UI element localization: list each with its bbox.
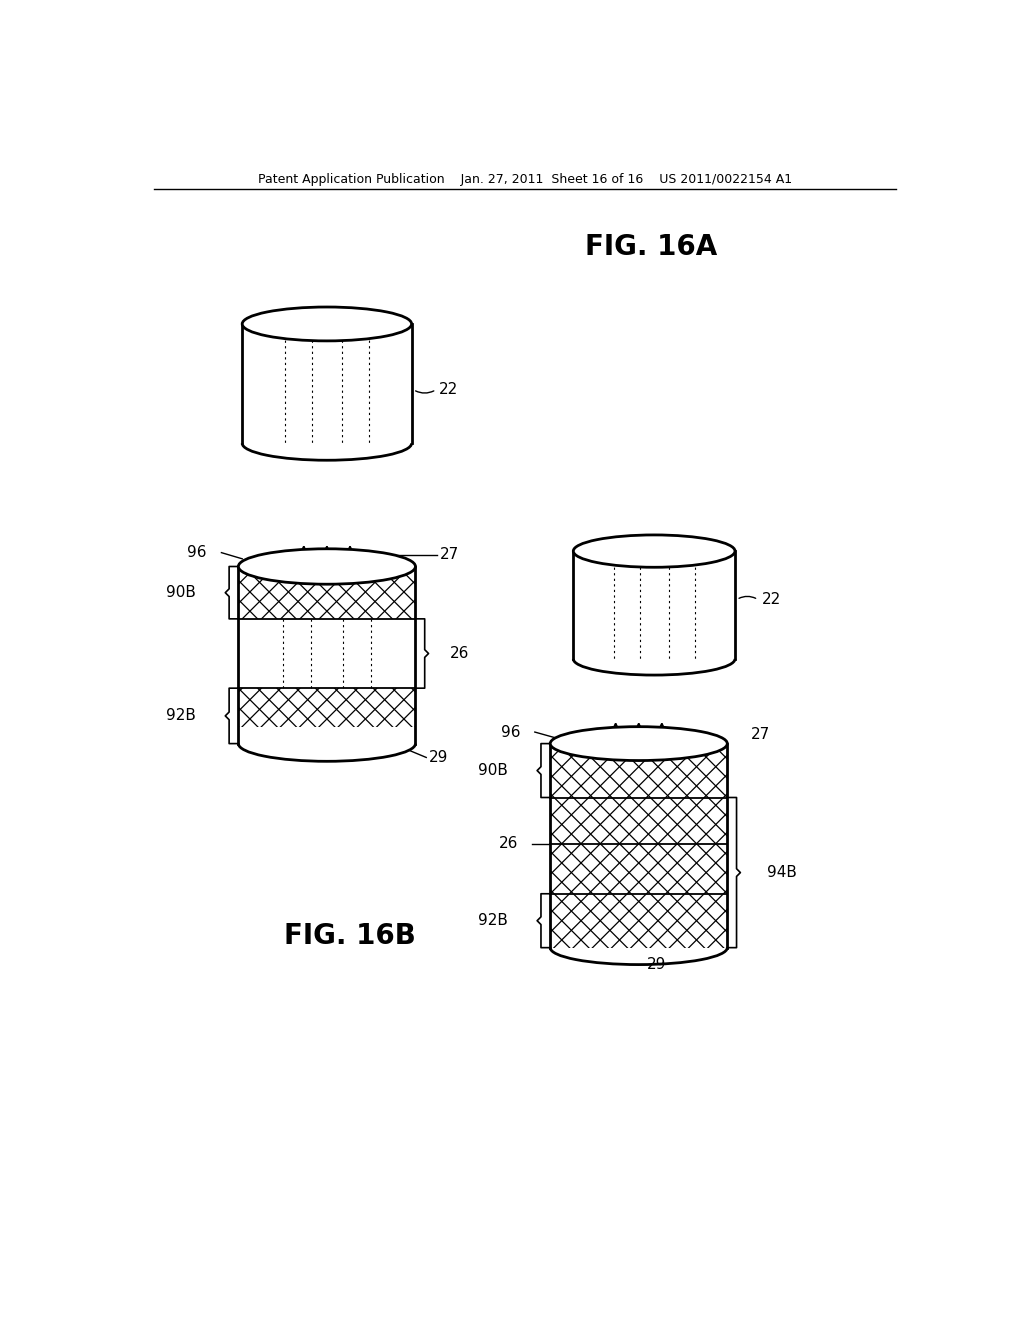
Bar bbox=[573, 552, 735, 659]
Bar bbox=[550, 743, 727, 948]
Text: 27: 27 bbox=[440, 548, 460, 562]
Text: 29: 29 bbox=[429, 750, 449, 766]
Bar bbox=[239, 566, 416, 743]
Text: 92B: 92B bbox=[478, 913, 508, 928]
Ellipse shape bbox=[239, 549, 416, 585]
Text: 29: 29 bbox=[646, 957, 666, 972]
Ellipse shape bbox=[243, 426, 412, 461]
Text: FIG. 16A: FIG. 16A bbox=[585, 232, 717, 261]
Ellipse shape bbox=[573, 535, 735, 568]
Text: 96: 96 bbox=[502, 725, 521, 739]
Text: 22: 22 bbox=[762, 593, 781, 607]
Text: Patent Application Publication    Jan. 27, 2011  Sheet 16 of 16    US 2011/00221: Patent Application Publication Jan. 27, … bbox=[258, 173, 792, 186]
Text: FIG. 16B: FIG. 16B bbox=[284, 923, 416, 950]
Text: 96: 96 bbox=[186, 545, 206, 560]
Text: 22: 22 bbox=[438, 381, 458, 397]
Ellipse shape bbox=[573, 643, 735, 675]
Text: 26: 26 bbox=[451, 645, 469, 661]
Text: 92B: 92B bbox=[166, 709, 196, 723]
Text: 90B: 90B bbox=[478, 763, 508, 777]
Ellipse shape bbox=[550, 726, 727, 760]
Ellipse shape bbox=[550, 931, 727, 965]
Ellipse shape bbox=[239, 726, 416, 762]
Text: 26: 26 bbox=[499, 836, 518, 851]
Text: 90B: 90B bbox=[166, 585, 196, 601]
Bar bbox=[243, 323, 412, 444]
Ellipse shape bbox=[243, 308, 412, 341]
Text: 27: 27 bbox=[751, 727, 770, 742]
Text: 94B: 94B bbox=[767, 865, 798, 880]
